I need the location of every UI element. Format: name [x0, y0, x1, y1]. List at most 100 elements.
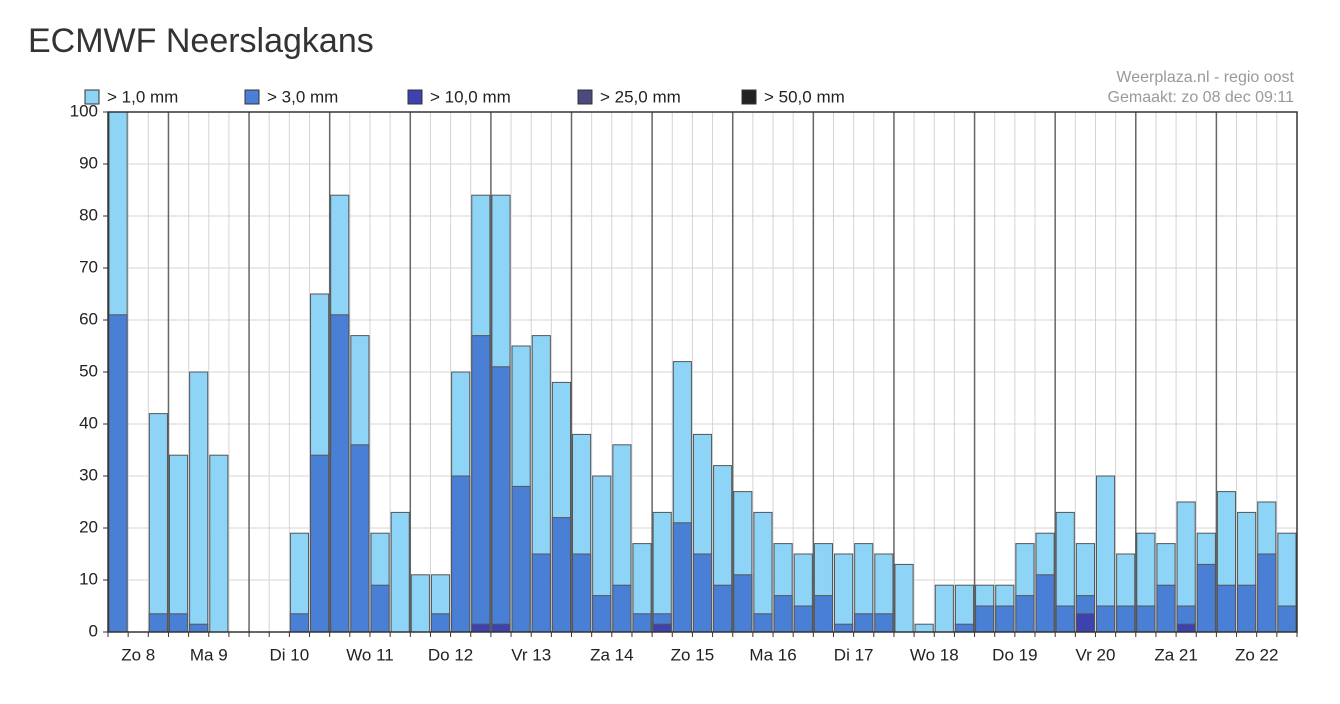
bar: [612, 584, 632, 633]
y-tick-label: 10: [79, 569, 98, 588]
x-tick-label: Ma 9: [190, 645, 228, 664]
bar: [1176, 623, 1196, 633]
x-tick-label: Wo 18: [910, 645, 959, 664]
bar: [1075, 613, 1095, 633]
bar: [934, 584, 954, 633]
x-tick-label: Za 21: [1154, 645, 1197, 664]
bar: [1257, 553, 1277, 633]
bar: [148, 413, 168, 633]
bar: [954, 623, 975, 633]
bar: [592, 595, 612, 633]
y-tick-label: 90: [79, 153, 98, 172]
bar: [1216, 584, 1237, 633]
bar: [1277, 605, 1297, 633]
bar: [793, 605, 813, 633]
x-tick-label: Do 12: [428, 645, 473, 664]
bar: [914, 623, 934, 633]
bar: [330, 314, 350, 633]
plot-frame: [107, 111, 1298, 633]
y-tick-label: 0: [89, 621, 98, 640]
x-tick-label: Vr 13: [511, 645, 551, 664]
x-tick-label: Zo 22: [1235, 645, 1278, 664]
x-tick-label: Zo 15: [671, 645, 714, 664]
legend-swatch: [577, 89, 593, 105]
bar: [168, 613, 189, 633]
bar: [975, 605, 995, 633]
x-tick-label: Wo 11: [346, 645, 394, 664]
x-tick-label: Vr 20: [1075, 645, 1115, 664]
bar: [894, 563, 914, 633]
bar: [773, 595, 793, 633]
bar: [350, 444, 370, 633]
y-tick-label: 60: [79, 309, 98, 328]
x-tick-label: Di 17: [834, 645, 874, 664]
source: Weerplaza.nl - regio oost: [1116, 69, 1294, 86]
bar: [491, 623, 511, 633]
legend-label: > 50,0 mm: [764, 87, 845, 106]
x-tick-label: Za 14: [590, 645, 633, 664]
bar: [491, 366, 511, 633]
legend-label: > 3,0 mm: [267, 87, 338, 106]
bar: [531, 553, 551, 633]
legend-swatch: [741, 89, 757, 105]
bar: [874, 613, 894, 633]
bar: [451, 475, 471, 633]
bar: [1095, 605, 1116, 633]
chart-title: ECMWF Neerslagkans: [28, 22, 374, 60]
bar: [1055, 605, 1075, 633]
bar: [108, 314, 128, 633]
bar: [1015, 595, 1035, 633]
bar: [1116, 605, 1136, 633]
bar: [672, 522, 692, 633]
bar: [813, 595, 833, 633]
bar: [833, 553, 854, 633]
y-tick-label: 100: [70, 101, 98, 120]
bar: [310, 454, 330, 633]
bar: [148, 613, 168, 633]
legend-swatch: [84, 89, 100, 105]
bar: [471, 335, 491, 633]
y-tick-label: 30: [79, 465, 98, 484]
legend-label: > 25,0 mm: [600, 87, 681, 106]
y-tick-label: 50: [79, 361, 98, 380]
bar: [854, 613, 874, 633]
bar: [753, 613, 773, 633]
legend-swatch: [407, 89, 423, 105]
bar: [370, 584, 390, 633]
bar: [1035, 574, 1055, 633]
bar: [733, 574, 753, 633]
bar: [390, 511, 410, 633]
bar: [189, 371, 209, 633]
bar: [632, 613, 652, 633]
x-tick-label: Ma 16: [749, 645, 796, 664]
legend-swatch: [244, 89, 260, 105]
bar: [692, 553, 713, 633]
y-tick-label: 40: [79, 413, 98, 432]
legend-label: > 10,0 mm: [430, 87, 511, 106]
bar: [1196, 563, 1216, 633]
x-tick-label: Do 19: [992, 645, 1037, 664]
made-date: Gemaakt: zo 08 dec 09:11: [1108, 89, 1295, 106]
bar: [430, 613, 451, 633]
bar: [995, 605, 1015, 633]
bar: [833, 623, 854, 633]
bar: [572, 553, 592, 633]
bar: [410, 574, 430, 633]
y-tick-label: 20: [79, 517, 98, 536]
bar: [1156, 584, 1176, 633]
bar: [168, 454, 189, 633]
bar: [209, 454, 229, 633]
bar: [713, 584, 733, 633]
bar: [1237, 584, 1257, 633]
y-tick-label: 80: [79, 205, 98, 224]
bar: [289, 613, 310, 633]
legend-label: > 1,0 mm: [107, 87, 178, 106]
x-tick-label: Zo 8: [121, 645, 155, 664]
bar: [471, 623, 491, 633]
bar: [189, 623, 209, 633]
bar: [652, 623, 672, 633]
x-tick-label: Di 10: [270, 645, 310, 664]
bar: [511, 485, 531, 633]
bar: [551, 517, 572, 633]
